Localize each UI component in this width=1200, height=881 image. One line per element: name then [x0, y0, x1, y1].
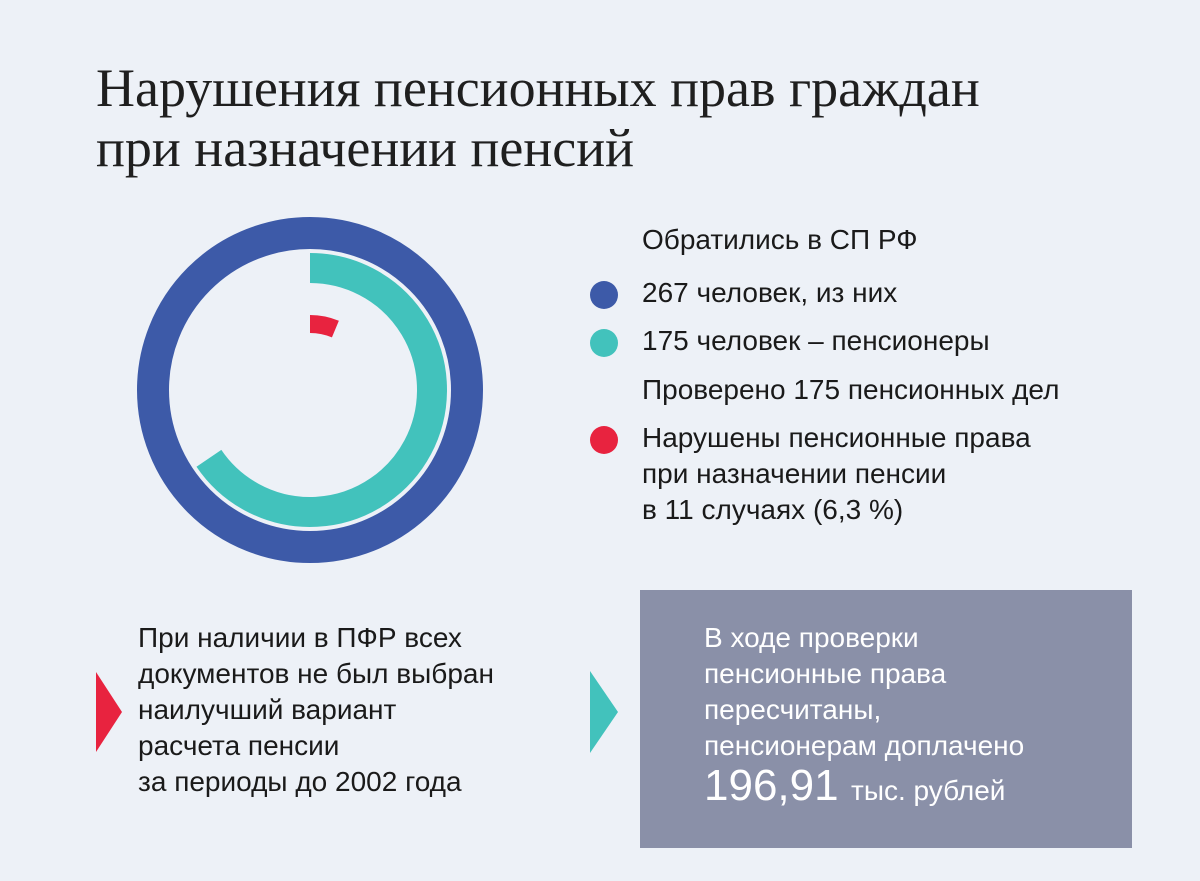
legend-item-violations: Нарушены пенсионные права при назначении… [590, 420, 1031, 528]
teal-arrow-icon [590, 671, 618, 753]
donut-arc-pensioners [196, 253, 447, 527]
red-arrow-icon [96, 672, 122, 752]
donut-ring-total [137, 217, 483, 563]
page-title: Нарушения пенсионных прав граждан при на… [96, 58, 1136, 178]
legend-label-total: 267 человек, из них [642, 277, 898, 308]
page-title-line1: Нарушения пенсионных прав граждан [96, 58, 980, 118]
donut-arc-violations [309, 315, 339, 338]
result-line4: пенсионерам доплачено [704, 730, 1025, 761]
legend-dot-pensioners [590, 329, 618, 357]
result-line2: пенсионные права [704, 658, 947, 689]
legend-heading-text: Обратились в СП РФ [642, 224, 918, 255]
note-left-line3: наилучший вариант [138, 694, 397, 725]
result-amount-unit: тыс. рублей [851, 775, 1006, 806]
donut-chart [137, 217, 483, 563]
note-left-line2: документов не был выбран [138, 658, 494, 689]
result-box: В ходе проверки пенсионные права пересчи… [640, 590, 1132, 848]
note-left-line1: При наличии в ПФР всех [138, 622, 462, 653]
legend-violations-line1: Нарушены пенсионные права [642, 422, 1031, 453]
legend-item-total: 267 человек, из них [590, 275, 897, 311]
result-amount-row: 196,91 тыс. рублей [704, 760, 1005, 812]
legend-label-violations: Нарушены пенсионные права при назначении… [590, 420, 1031, 528]
result-text: В ходе проверки пенсионные права пересчи… [704, 620, 1024, 764]
legend-violations-line2: при назначении пенсии [642, 458, 947, 489]
result-line3: пересчитаны, [704, 694, 882, 725]
legend-heading: Обратились в СП РФ [590, 222, 918, 258]
legend-checked-text: Проверено 175 пенсионных дел [642, 374, 1060, 405]
legend-dot-violations [590, 426, 618, 454]
legend-label-pensioners: 175 человек – пенсионеры [642, 325, 990, 356]
legend-violations-line3: в 11 случаях (6,3 %) [642, 494, 904, 525]
legend-item-pensioners: 175 человек – пенсионеры [590, 323, 990, 359]
note-left-line5: за периоды до 2002 года [138, 766, 462, 797]
legend-checked: Проверено 175 пенсионных дел [590, 372, 1059, 408]
note-left-line4: расчета пенсии [138, 730, 340, 761]
result-amount: 196,91 [704, 761, 839, 810]
legend-dot-total [590, 281, 618, 309]
note-left-text: При наличии в ПФР всех документов не был… [138, 620, 494, 800]
result-line1: В ходе проверки [704, 622, 919, 653]
page-title-line2: при назначении пенсий [96, 118, 635, 178]
